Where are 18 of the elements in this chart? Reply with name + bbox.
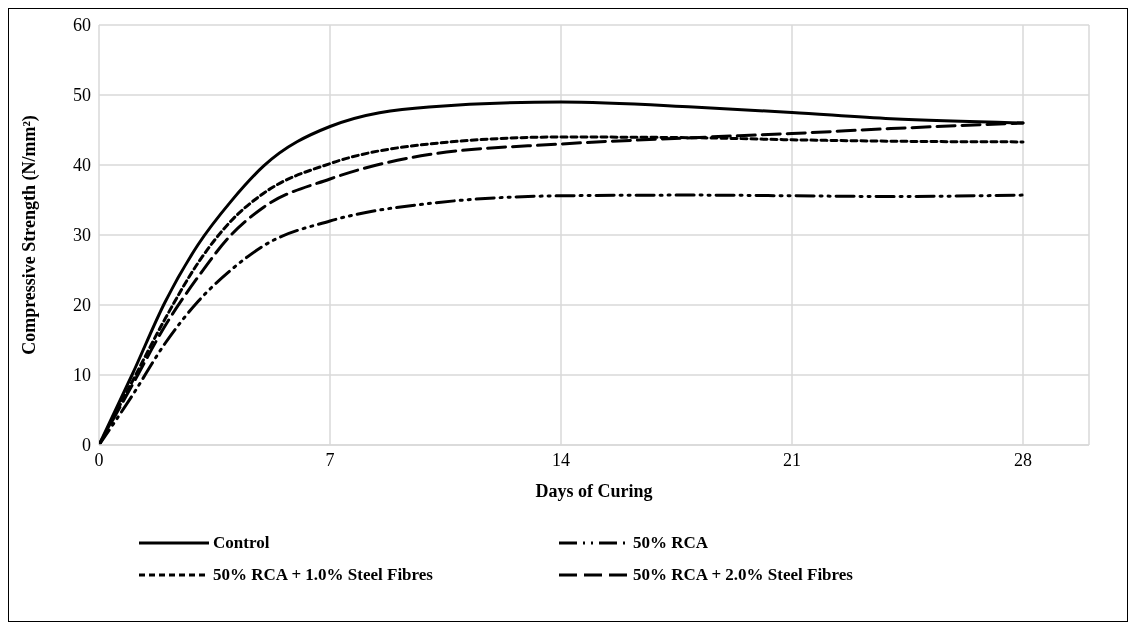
x-tick-label: 14 <box>552 449 570 470</box>
x-tick-label: 28 <box>1014 449 1032 470</box>
legend-label: 50% RCA <box>633 533 709 553</box>
legend-label: Control <box>213 533 270 553</box>
y-tick-label: 50 <box>73 85 91 106</box>
y-tick-label: 10 <box>73 365 91 386</box>
y-tick-label: 40 <box>73 155 91 176</box>
y-tick-label: 20 <box>73 295 91 316</box>
y-axis-title: Compressive Strength (N/mm²) <box>19 115 41 355</box>
y-tick-label: 60 <box>73 15 91 36</box>
y-tick-label: 0 <box>82 435 91 456</box>
x-tick-label: 0 <box>94 449 104 470</box>
y-tick-label: 30 <box>73 225 91 246</box>
x-tick-label: 7 <box>325 449 335 470</box>
x-axis-title: Days of Curing <box>535 481 653 501</box>
x-tick-label: 21 <box>783 449 801 470</box>
legend-label: 50% RCA + 2.0% Steel Fibres <box>633 565 853 585</box>
legend-label: 50% RCA + 1.0% Steel Fibres <box>213 565 433 585</box>
